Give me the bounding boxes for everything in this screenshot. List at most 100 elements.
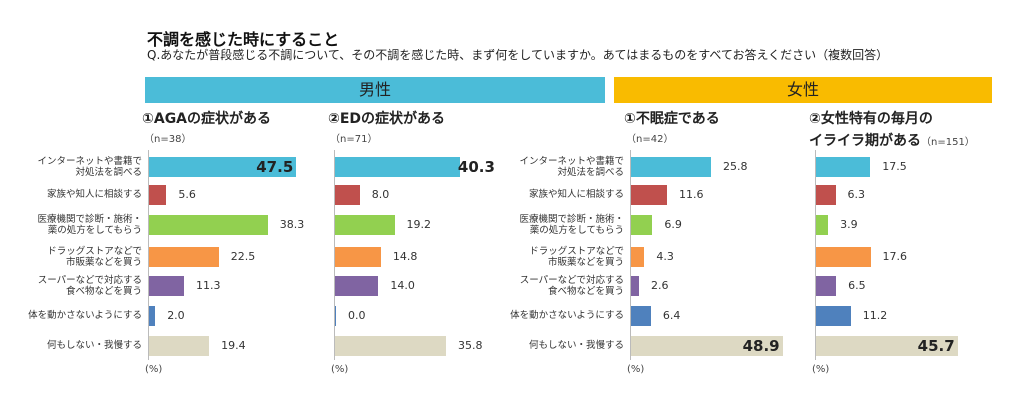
bar <box>149 185 167 205</box>
bar <box>631 276 640 296</box>
data-label: 4.3 <box>656 250 674 263</box>
subchart-title: ①不眠症である <box>624 108 720 130</box>
data-label: 5.6 <box>178 188 196 201</box>
subchart-title-line: ②EDの症状がある <box>328 111 446 127</box>
axis-line <box>148 150 149 360</box>
category-label-line: ドラッグストアなどで <box>529 246 624 257</box>
category-label-line: 家族や知人に相談する <box>528 189 624 200</box>
bar <box>631 336 783 356</box>
category-label-line: スーパーなどで対応する <box>37 275 142 286</box>
data-label: 0.0 <box>348 309 366 322</box>
subchart-title: ②女性特有の毎月の イライラ期がある（n=151） <box>809 108 975 154</box>
category-label: スーパーなどで対応する 食べ物などを買う <box>484 275 624 297</box>
data-label: 25.8 <box>722 160 748 173</box>
bar <box>149 215 268 235</box>
data-label: 14.8 <box>392 250 418 263</box>
data-label: 2.6 <box>651 279 669 292</box>
category-label-line: 対処法を調べる <box>75 167 142 178</box>
subchart-title-line: ①不眠症である <box>624 111 720 127</box>
bar <box>816 276 837 296</box>
data-label: 22.5 <box>230 250 256 263</box>
bar <box>335 215 395 235</box>
axis-line <box>815 150 816 360</box>
bar <box>335 157 460 177</box>
data-label: 14.0 <box>390 279 415 292</box>
data-label: 17.6 <box>882 250 908 263</box>
category-label: 体を動かさないようにする <box>2 310 142 321</box>
data-label: 19.2 <box>406 218 432 231</box>
category-label: ドラッグストアなどで 市販薬などを買う <box>2 246 142 268</box>
sample-size: （n=151） <box>921 137 975 148</box>
category-label-line: 市販薬などを買う <box>65 257 142 268</box>
bar <box>631 306 651 326</box>
sample-size: （n=38） <box>144 134 192 145</box>
bar <box>335 336 446 356</box>
category-label-line: 医療機関で診断・施術・ <box>37 214 142 225</box>
data-label: 38.3 <box>279 218 305 231</box>
category-label-line: 食べ物などを買う <box>65 286 142 297</box>
bar <box>335 306 336 326</box>
category-label-line: 対処法を調べる <box>557 167 624 178</box>
data-label: 17.5 <box>882 160 907 173</box>
category-label-line: 体を動かさないようにする <box>510 310 624 321</box>
category-label: 家族や知人に相談する <box>484 189 624 200</box>
category-label-line: インターネットや書籍で <box>519 156 624 167</box>
category-label: 何もしない・我慢する <box>484 340 624 351</box>
bar <box>149 276 185 296</box>
category-label-line: インターネットや書籍で <box>37 156 142 167</box>
axis-unit: (%) <box>145 364 163 375</box>
data-label: 3.9 <box>840 218 858 231</box>
category-label-line: 薬の処方をしてもらう <box>47 225 142 236</box>
category-label-line: 食べ物などを買う <box>547 286 624 297</box>
bar <box>816 336 958 356</box>
category-label-line: 何もしない・我慢する <box>46 340 142 351</box>
data-label: 8.0 <box>371 188 390 201</box>
data-label: 2.0 <box>167 309 185 322</box>
bar <box>631 185 667 205</box>
chart-title: 不調を感じた時にすること <box>147 30 340 49</box>
category-label-line: 体を動かさないようにする <box>28 310 142 321</box>
data-label: 19.4 <box>221 339 246 352</box>
data-label: 47.5 <box>256 158 294 176</box>
category-label-line: 薬の処方をしてもらう <box>529 225 624 236</box>
category-label: インターネットや書籍で 対処法を調べる <box>2 156 142 178</box>
category-label-line: ドラッグストアなどで <box>47 246 142 257</box>
bar <box>631 157 711 177</box>
bar <box>149 306 156 326</box>
data-label: 45.7 <box>917 337 955 355</box>
category-label-line: 医療機関で診断・施術・ <box>519 214 624 225</box>
bar <box>335 247 381 267</box>
axis-unit: (%) <box>627 364 645 375</box>
data-label: 6.4 <box>662 309 681 322</box>
subchart-title-line: ①AGAの症状がある <box>142 111 272 127</box>
bar <box>335 276 379 296</box>
data-label: 6.3 <box>847 188 866 201</box>
bar <box>149 336 210 356</box>
category-label: 何もしない・我慢する <box>2 340 142 351</box>
axis-unit: (%) <box>812 364 830 375</box>
band-female: 女性 <box>614 77 992 103</box>
bar <box>149 247 219 267</box>
data-label: 11.3 <box>196 279 221 292</box>
category-label: 体を動かさないようにする <box>484 310 624 321</box>
category-label: スーパーなどで対応する 食べ物などを買う <box>2 275 142 297</box>
band-male: 男性 <box>145 77 605 103</box>
bar <box>816 306 851 326</box>
category-label-line: 市販薬などを買う <box>547 257 624 268</box>
subchart-title: ②EDの症状がある <box>328 108 445 130</box>
data-label: 6.9 <box>664 218 682 231</box>
subchart-title-line: イライラ期がある <box>809 133 921 149</box>
data-label: 11.6 <box>678 188 704 201</box>
category-label: インターネットや書籍で 対処法を調べる <box>484 156 624 178</box>
bar <box>335 185 360 205</box>
data-label: 40.3 <box>457 158 495 176</box>
bar <box>816 185 836 205</box>
subchart-title: ①AGAの症状がある <box>142 108 271 130</box>
sample-size: （n=71） <box>330 134 378 145</box>
subchart-title-line: ②女性特有の毎月の <box>809 111 933 127</box>
bar <box>816 157 871 177</box>
data-label: 48.9 <box>742 337 780 355</box>
category-label: 家族や知人に相談する <box>2 189 142 200</box>
category-label-line: スーパーなどで対応する <box>519 275 624 286</box>
